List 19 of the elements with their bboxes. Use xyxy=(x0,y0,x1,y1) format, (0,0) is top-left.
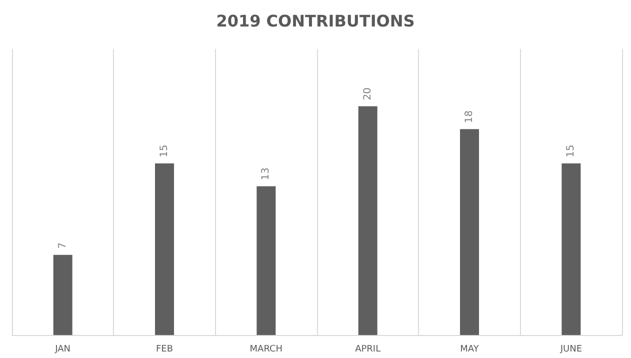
x-tick-label: JUNE xyxy=(559,344,582,354)
bar xyxy=(53,254,72,335)
x-tick-label: FEB xyxy=(156,344,174,354)
bar xyxy=(460,129,479,335)
x-tick-label: MARCH xyxy=(250,344,283,354)
data-label: 15 xyxy=(159,144,170,158)
data-label: 18 xyxy=(464,110,475,124)
bar xyxy=(256,186,276,335)
x-tick-label: JAN xyxy=(54,344,71,354)
data-label: 20 xyxy=(362,87,374,100)
chart-title: 2019 CONTRIBUTIONS xyxy=(216,12,415,30)
bar xyxy=(155,163,174,335)
data-label: 7 xyxy=(57,242,68,249)
x-tick-label: APRIL xyxy=(355,344,381,354)
bar xyxy=(358,106,378,335)
bar xyxy=(562,163,581,335)
data-label: 13 xyxy=(260,168,272,180)
x-tick-label: MAY xyxy=(460,344,480,354)
data-label: 15 xyxy=(566,144,577,158)
